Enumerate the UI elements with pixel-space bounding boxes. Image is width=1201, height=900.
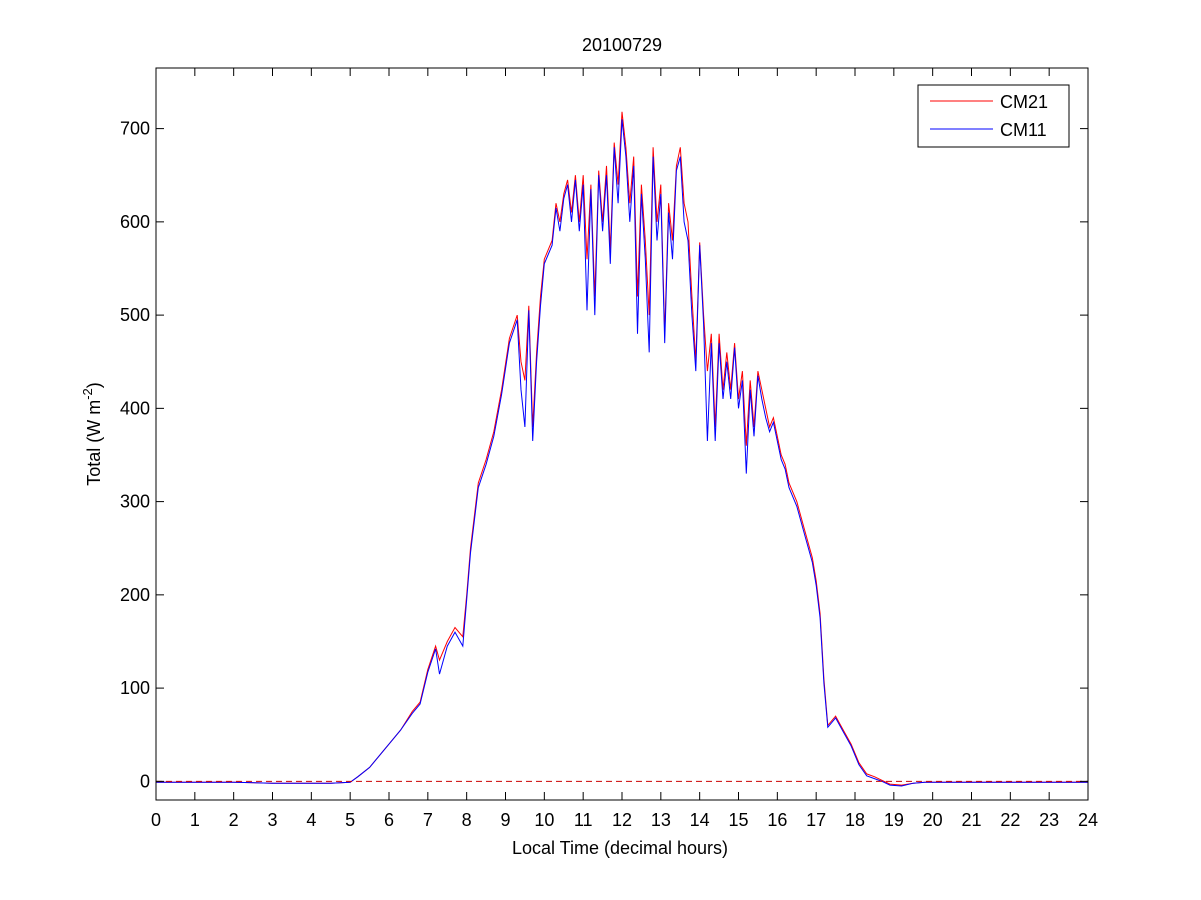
y-tick-label: 0 <box>140 771 150 791</box>
x-tick-label: 6 <box>384 810 394 830</box>
legend-label-cm21: CM21 <box>1000 92 1048 112</box>
y-tick-label: 400 <box>120 398 150 418</box>
x-tick-label: 11 <box>574 810 593 830</box>
x-tick-label: 22 <box>1000 810 1020 830</box>
x-tick-label: 19 <box>884 810 904 830</box>
x-tick-label: 16 <box>767 810 787 830</box>
y-axis-ticks: 0 100 200 300 400 500 600 700 <box>120 119 1088 791</box>
x-tick-label: 9 <box>500 810 510 830</box>
series-line-cm11 <box>156 119 1088 787</box>
x-tick-label: 2 <box>229 810 239 830</box>
x-axis-ticks: 0 1 2 3 4 5 6 7 8 9 10 11 12 13 14 15 16 17 18 19 20 21 22 23 24 <box>151 68 1098 830</box>
x-tick-label: 15 <box>728 810 748 830</box>
legend-box <box>917 84 1070 148</box>
x-tick-label: 10 <box>534 810 554 830</box>
y-tick-label: 300 <box>120 492 150 512</box>
y-tick-label: 700 <box>120 119 150 139</box>
x-tick-label: 0 <box>151 810 161 830</box>
x-tick-label: 13 <box>651 810 671 830</box>
x-axis-label: Local Time (decimal hours) <box>512 838 728 858</box>
y-axis-label-close: ) <box>84 382 104 388</box>
x-tick-label: 12 <box>612 810 632 830</box>
x-tick-label: 23 <box>1039 810 1059 830</box>
x-tick-label: 18 <box>845 810 865 830</box>
y-tick-label: 500 <box>120 305 150 325</box>
plot-area <box>156 68 1088 800</box>
x-tick-label: 5 <box>345 810 355 830</box>
series-layer <box>156 111 1088 787</box>
x-tick-label: 14 <box>690 810 710 830</box>
x-tick-label: 1 <box>190 810 200 830</box>
x-tick-label: 8 <box>462 810 472 830</box>
x-tick-label: 17 <box>806 810 826 830</box>
y-tick-label: 200 <box>120 585 150 605</box>
y-axis-label-main: Total (W m <box>84 400 104 486</box>
y-tick-label: 600 <box>120 212 150 232</box>
legend: CM21 CM11 <box>917 84 1070 148</box>
x-tick-label: 21 <box>961 810 981 830</box>
y-axis-label-superscript: -2 <box>80 388 95 400</box>
y-axis-label: Total (W m-2) <box>80 382 104 486</box>
chart-title: 20100729 <box>582 35 662 55</box>
legend-label-cm11: CM11 <box>1000 120 1047 140</box>
x-tick-label: 20 <box>923 810 943 830</box>
x-tick-label: 7 <box>423 810 433 830</box>
x-tick-label: 4 <box>306 810 316 830</box>
y-tick-label: 100 <box>120 678 150 698</box>
x-tick-label: 24 <box>1078 810 1098 830</box>
x-tick-label: 3 <box>267 810 277 830</box>
